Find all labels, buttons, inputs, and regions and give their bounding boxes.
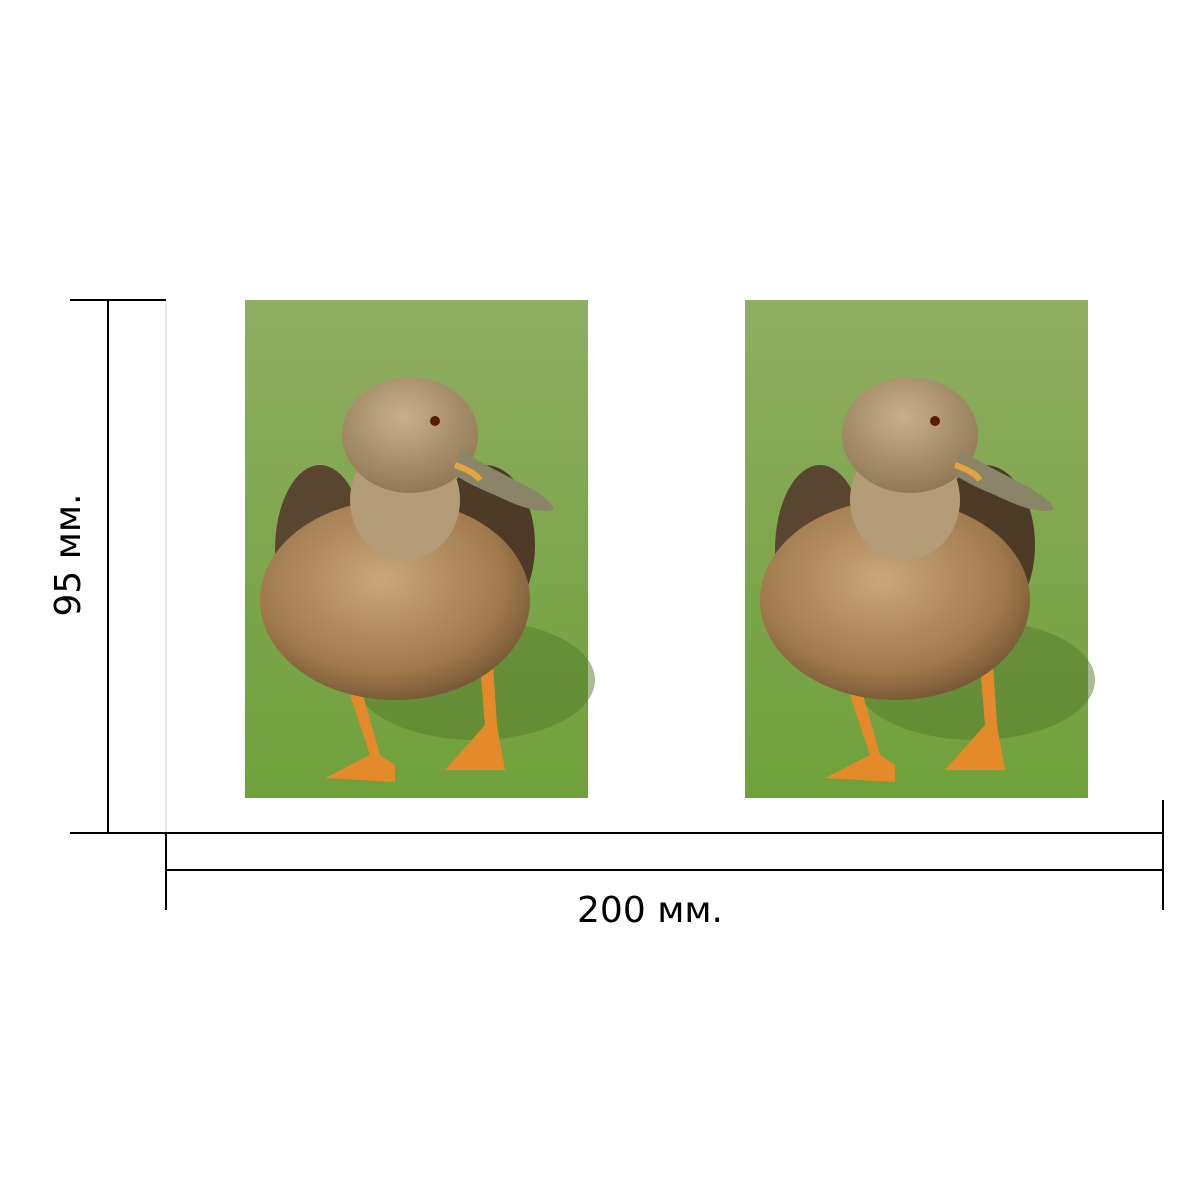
print-image-left — [245, 300, 595, 798]
height-label: 95 мм. — [48, 493, 89, 616]
height-dimension — [70, 299, 166, 834]
print-image-right — [745, 300, 1095, 798]
width-dimension — [165, 800, 1164, 910]
width-label: 200 мм. — [577, 890, 723, 931]
